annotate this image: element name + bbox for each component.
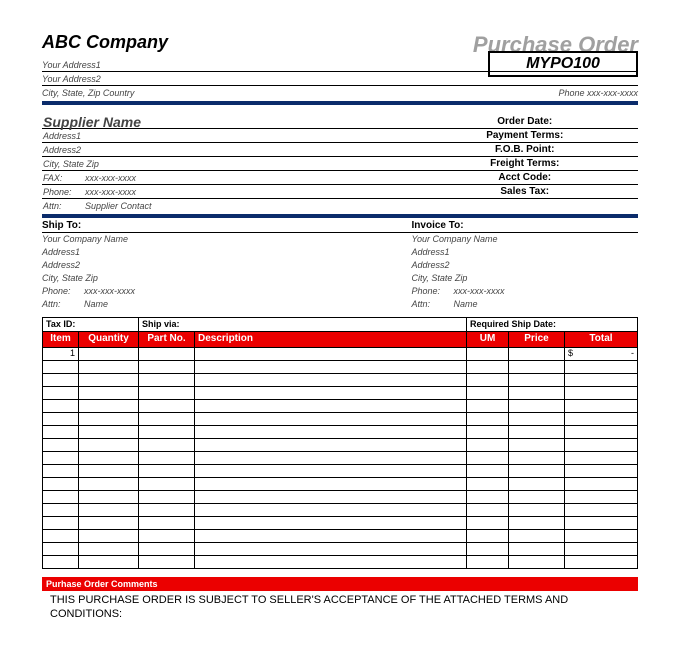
item-row-blank (43, 386, 637, 399)
inv-attn: Attn:Name (412, 298, 638, 311)
item-row-blank (43, 438, 637, 451)
supplier-phone: Phone:xxx-xxx-xxxx (42, 187, 412, 197)
header-city-row: City, State, Zip Country Phone xxx-xxx-x… (42, 86, 638, 100)
supplier-fax: FAX:xxx-xxx-xxxx (42, 173, 412, 183)
sales-tax-label: Sales Tax: (412, 186, 638, 197)
item-row-blank (43, 425, 637, 438)
ship-to-heading: Ship To: (42, 219, 412, 233)
ship-city: City, State Zip (42, 272, 412, 285)
item-row-blank (43, 373, 637, 386)
ship-attn: Attn:Name (42, 298, 412, 311)
invoice-to-heading: Invoice To: (412, 219, 638, 233)
col-total: Total (565, 332, 637, 347)
acct-code-label: Acct Code: (412, 172, 638, 183)
item-row-blank (43, 529, 637, 542)
tax-id-label: Tax ID: (43, 318, 139, 332)
company-phone: Phone xxx-xxx-xxxx (558, 88, 638, 98)
ship-via-label: Ship via: (139, 318, 195, 332)
items-header-row: Item Quantity Part No. Description UM Pr… (43, 332, 637, 347)
payment-terms-label: Payment Terms: (412, 130, 638, 141)
item-row-blank (43, 516, 637, 529)
col-um: UM (467, 332, 509, 347)
terms-text: THIS PURCHASE ORDER IS SUBJECT TO SELLER… (42, 591, 638, 622)
item-row-1: 1 $- (43, 347, 637, 360)
col-qty: Quantity (79, 332, 139, 347)
item-row-blank (43, 490, 637, 503)
company-address2: Your Address2 (42, 74, 101, 84)
supplier-address1: Address1 (42, 131, 412, 141)
col-part: Part No. (139, 332, 195, 347)
item-row-blank (43, 503, 637, 516)
col-item: Item (43, 332, 79, 347)
ship-invoice-block: Ship To: Your Company Name Address1 Addr… (42, 219, 638, 311)
ship-address2: Address2 (42, 259, 412, 272)
items-top-labels: Tax ID: Ship via: Required Ship Date: (43, 318, 637, 332)
item-row-blank (43, 451, 637, 464)
inv-company: Your Company Name (412, 233, 638, 246)
item-row-blank (43, 555, 637, 568)
supplier-city: City, State Zip (42, 159, 412, 169)
req-ship-label: Required Ship Date: (467, 318, 637, 332)
company-address1: Your Address1 (42, 60, 101, 70)
ship-phone: Phone:xxx-xxx-xxxx (42, 285, 412, 298)
inv-address2: Address2 (412, 259, 638, 272)
item-row-blank (43, 412, 637, 425)
fob-point-label: F.O.B. Point: (412, 144, 638, 155)
header-addr1-row: Your Address1 MYPO100 (42, 58, 638, 72)
supplier-block: Supplier Name Order Date: Address1 Payme… (42, 115, 638, 213)
order-date-label: Order Date: (412, 116, 638, 127)
item-1-num: 1 (43, 347, 79, 360)
item-row-blank (43, 464, 637, 477)
ship-company: Your Company Name (42, 233, 412, 246)
inv-phone: Phone:xxx-xxx-xxxx (412, 285, 638, 298)
col-desc: Description (195, 332, 467, 347)
col-price: Price (509, 332, 565, 347)
ship-address1: Address1 (42, 246, 412, 259)
supplier-address2: Address2 (42, 145, 412, 155)
item-row-blank (43, 477, 637, 490)
items-table: Tax ID: Ship via: Required Ship Date: It… (42, 317, 638, 569)
item-row-blank (43, 360, 637, 373)
supplier-name: Supplier Name (43, 114, 141, 130)
inv-city: City, State Zip (412, 272, 638, 285)
company-name: ABC Company (42, 32, 168, 53)
item-1-total: $- (565, 347, 637, 360)
freight-terms-label: Freight Terms: (412, 158, 638, 169)
item-row-blank (43, 542, 637, 555)
navy-separator-1 (42, 101, 638, 105)
supplier-attn: Attn:Supplier Contact (42, 201, 412, 211)
company-city: City, State, Zip Country (42, 88, 134, 98)
comments-bar: Purhase Order Comments (42, 577, 638, 591)
po-number: MYPO100 (488, 51, 638, 77)
navy-separator-2 (42, 214, 638, 218)
item-row-blank (43, 399, 637, 412)
inv-address1: Address1 (412, 246, 638, 259)
